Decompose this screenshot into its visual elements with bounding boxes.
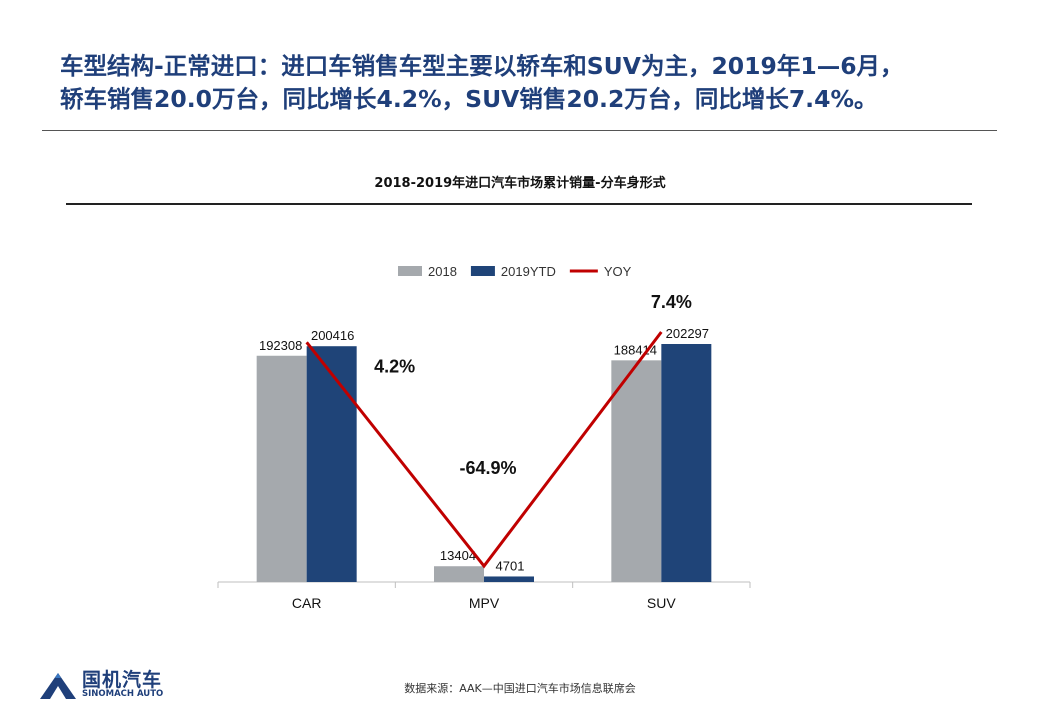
headline-line-2: 轿车销售20.0万台，同比增长4.2%，SUV销售20.2万台，同比增长7.4%… [60,85,878,113]
legend-swatch-2019ytd [470,266,495,276]
bar-2018-suv [611,360,662,582]
bar-value-label: 202297 [666,326,709,341]
bar-2018-mpv [434,566,484,582]
logo-chinese-text: 国机汽车 [82,669,163,691]
legend-label-2019ytd: 2019YTD [501,264,556,279]
yoy-data-label: -64.9% [459,458,516,478]
yoy-data-label: 7.4% [651,292,692,312]
headline: 车型结构-正常进口：进口车销售车型主要以轿车和SUV为主，2019年1—6月， … [60,50,1020,116]
headline-divider [42,130,997,131]
data-source-note: 数据来源：AAK—中国进口汽车市场信息联席会 [404,682,636,695]
bar-2019ytd-suv [661,344,712,582]
legend-label-2018: 2018 [428,264,457,279]
bar-value-label: 200416 [311,328,354,343]
yoy-data-label: 4.2% [374,356,415,376]
chart-title: 2018-2019年进口汽车市场累计销量-分车身形式 [374,176,666,191]
legend-swatch-2018 [398,266,422,276]
legend-label-yoy: YOY [604,264,632,279]
logo-english-text: SINOMACH AUTO [82,689,164,699]
headline-line-1: 车型结构-正常进口：进口车销售车型主要以轿车和SUV为主，2019年1—6月， [60,52,904,80]
sinomach-logo-icon [40,673,76,699]
company-logo: 国机汽车 SINOMACH AUTO [38,667,198,707]
bar-2019ytd-mpv [484,576,534,582]
bar-value-label: 4701 [496,558,525,573]
x-tick-label-car: CAR [292,595,322,611]
x-tick-label-mpv: MPV [469,595,500,611]
yoy-line [305,331,663,569]
bar-value-label: 192308 [259,338,302,353]
bar-2019ytd-car [306,346,357,582]
chart-title-divider [66,203,972,205]
bar-2018-car [256,355,307,582]
x-tick-label-suv: SUV [647,595,676,611]
bar-value-label: 13404 [440,548,476,563]
